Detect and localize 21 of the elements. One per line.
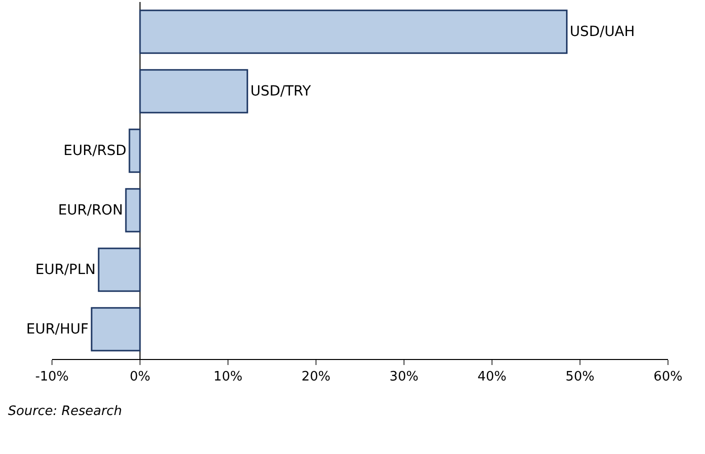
bar [98, 248, 141, 292]
x-tick-label: 50% [566, 370, 594, 385]
bar [125, 188, 141, 232]
bar [90, 307, 141, 352]
x-tick-label: 20% [302, 370, 330, 385]
y-tick-label: EUR/PLN [35, 262, 96, 278]
x-tick-label: 40% [478, 370, 506, 385]
x-tick-label: -10% [35, 370, 69, 385]
y-tick-label: USD/TRY [250, 83, 312, 100]
x-tick-label: 0% [130, 370, 150, 385]
y-tick-label: USD/UAH [570, 24, 635, 40]
y-tick-label: EUR/HUF [26, 321, 89, 338]
x-tick-label: 30% [390, 370, 418, 385]
source-note: Source: Research [8, 404, 122, 419]
bar [139, 69, 248, 114]
x-tick-label: 10% [214, 370, 242, 385]
bar [139, 10, 568, 54]
x-tick-label: 60% [654, 370, 682, 385]
y-tick-label: EUR/RON [58, 202, 123, 218]
y-tick-label: EUR/RSD [64, 142, 126, 159]
bar [128, 128, 141, 173]
